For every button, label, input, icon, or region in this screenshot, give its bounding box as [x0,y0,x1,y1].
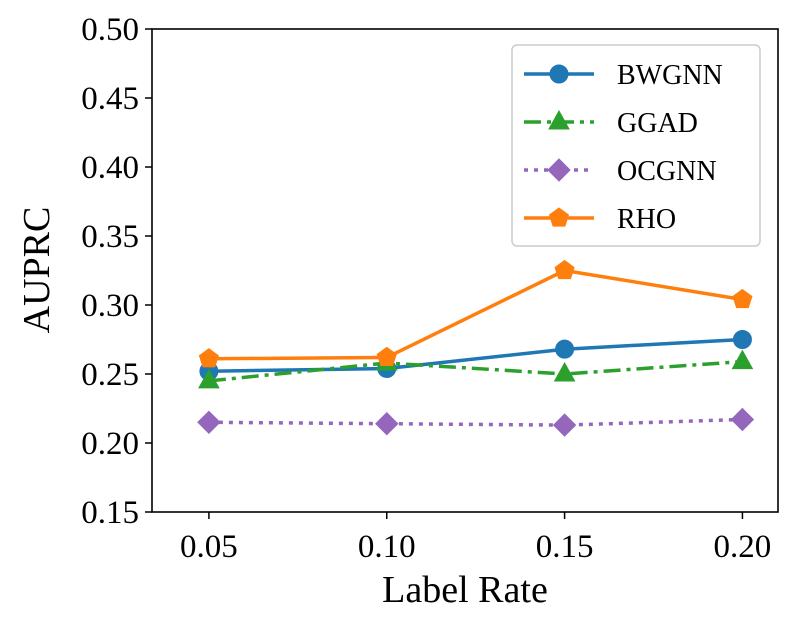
y-tick-label: 0.15 [81,495,139,531]
plot-area-frame [151,28,779,513]
series-ggad-point [731,349,754,370]
legend-marker [549,64,569,84]
legend-frame [511,44,761,247]
legend-item-ocgnn: OCGNN [524,156,717,187]
legend: BWGNN GGAD OCGNN RHO [511,44,761,247]
series-ocgnn-line [208,417,743,427]
x-tick-label: 0.10 [358,529,416,565]
series-ggad-point [198,368,220,389]
legend-marker [548,109,570,130]
legend-item-ggad: GGAD [524,108,698,139]
series-rho-point [732,288,753,309]
series-bwgnn-line [208,337,743,373]
y-tick-label: 0.30 [81,288,139,324]
series-ocgnn-point [375,411,399,436]
y-axis-label: AUPRC [16,207,58,334]
series-ggad-point [553,361,576,382]
series-layer [197,259,755,437]
y-tick-label: 0.45 [81,81,139,117]
series-rho-line [208,268,743,361]
y-tick-label: 0.35 [81,219,139,255]
series-rho [198,259,753,368]
series-bwgnn-point [732,330,752,349]
axis-ticks: 0.15 0.20 0.25 0.30 0.35 0.40 0.45 0.50 0.05 0.10… [81,12,771,565]
series-ggad-line [208,359,743,383]
series-ocgnn-point [730,407,755,432]
y-tick-label: 0.50 [81,12,139,48]
legend-label: GGAD [617,108,698,139]
legend-label: OCGNN [617,156,717,187]
series-ocgnn [197,407,755,437]
x-tick-label: 0.05 [180,529,238,565]
legend-item-rho: RHO [524,204,676,235]
y-tick-label: 0.20 [81,426,139,462]
series-rho-point [198,348,219,368]
series-bwgnn-point [555,339,575,359]
y-tick-label: 0.40 [81,150,139,186]
y-tick-label: 0.25 [81,357,139,393]
series-ocgnn-point [552,413,577,437]
legend-item-bwgnn: BWGNN [524,60,723,91]
x-axis-label: Label Rate [382,569,548,611]
series-rho-point [376,346,397,366]
x-tick-label: 0.20 [714,529,772,565]
series-rho-point [554,259,575,280]
legend-label: RHO [617,204,676,235]
legend-marker [547,158,571,182]
x-tick-label: 0.15 [536,529,594,565]
series-ocgnn-point [197,410,221,435]
legend-marker [548,207,570,227]
legend-label: BWGNN [617,60,723,91]
